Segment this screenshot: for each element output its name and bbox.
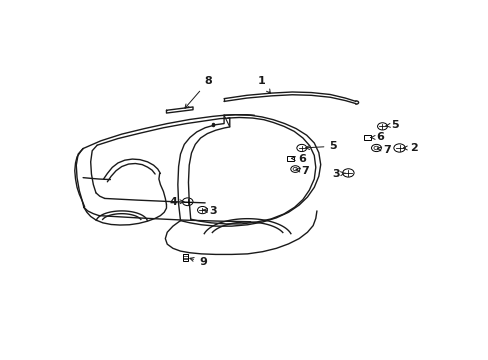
Text: 6: 6: [291, 154, 305, 164]
Text: 3: 3: [332, 169, 345, 179]
Text: 3: 3: [203, 206, 216, 216]
Text: 7: 7: [377, 145, 390, 155]
Text: 7: 7: [295, 166, 309, 176]
Text: 1: 1: [258, 76, 270, 93]
Text: 8: 8: [184, 76, 212, 108]
Text: 2: 2: [403, 143, 417, 153]
Bar: [183, 253, 187, 261]
Text: 6: 6: [370, 132, 384, 143]
Text: 4: 4: [169, 197, 183, 207]
Text: 9: 9: [189, 257, 206, 267]
Text: 5: 5: [385, 120, 398, 130]
Text: 5: 5: [305, 141, 336, 151]
Bar: [363, 135, 370, 140]
Bar: [286, 156, 294, 161]
